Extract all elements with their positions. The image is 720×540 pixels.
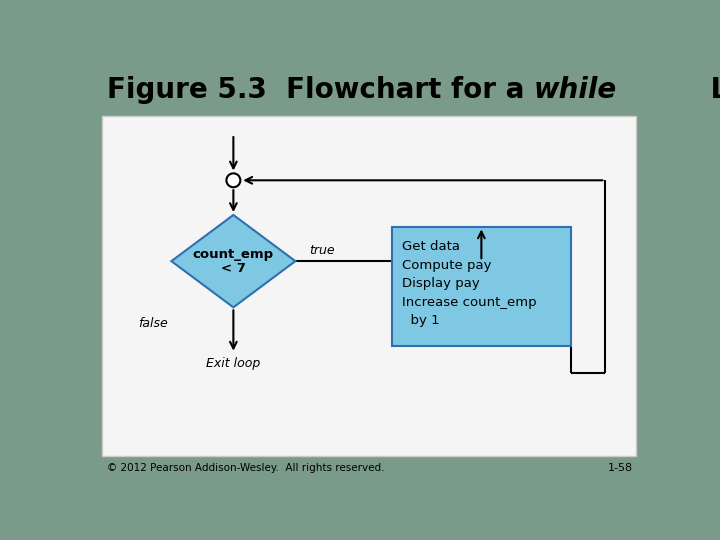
Text: true: true [310, 244, 335, 256]
Text: false: false [138, 316, 168, 329]
Text: Exit loop: Exit loop [206, 356, 261, 369]
Text: count_emp: count_emp [193, 248, 274, 261]
Text: while: while [534, 76, 617, 104]
Text: Get data
Compute pay
Display pay
Increase count_emp
  by 1: Get data Compute pay Display pay Increas… [402, 240, 536, 327]
Circle shape [226, 173, 240, 187]
Text: Loop: Loop [701, 76, 720, 104]
Bar [102, 117, 636, 456]
Polygon shape [171, 215, 295, 307]
Text: 1-58: 1-58 [608, 463, 632, 473]
Bar [392, 226, 570, 346]
Bar [90, 65, 648, 115]
Text: < 7: < 7 [221, 262, 246, 275]
Text: Figure 5.3  Flowchart for a: Figure 5.3 Flowchart for a [107, 76, 534, 104]
Text: © 2012 Pearson Addison-Wesley.  All rights reserved.: © 2012 Pearson Addison-Wesley. All right… [107, 463, 384, 473]
